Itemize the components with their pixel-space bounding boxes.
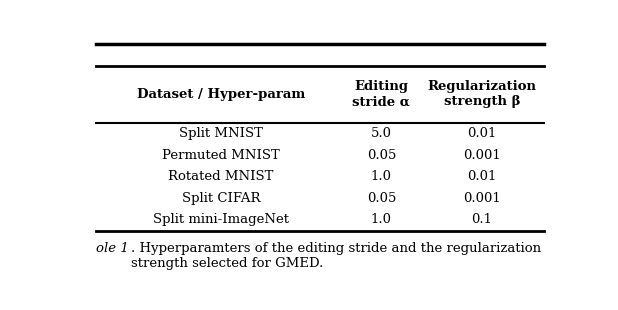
Text: Dataset / Hyper-param: Dataset / Hyper-param	[137, 88, 305, 101]
Text: 0.1: 0.1	[472, 213, 493, 226]
Text: ole 1: ole 1	[96, 242, 129, 255]
Text: 0.05: 0.05	[366, 192, 396, 205]
Text: 0.05: 0.05	[366, 149, 396, 162]
Text: 0.01: 0.01	[467, 170, 497, 183]
Text: Editing
stride α: Editing stride α	[352, 81, 410, 108]
Text: Rotated MNIST: Rotated MNIST	[168, 170, 274, 183]
Text: Regularization
strength β: Regularization strength β	[428, 81, 536, 108]
Text: 0.001: 0.001	[463, 149, 501, 162]
Text: 0.01: 0.01	[467, 127, 497, 140]
Text: Split MNIST: Split MNIST	[179, 127, 263, 140]
Text: Split CIFAR: Split CIFAR	[182, 192, 260, 205]
Text: 1.0: 1.0	[371, 170, 392, 183]
Text: Permuted MNIST: Permuted MNIST	[162, 149, 280, 162]
Text: . Hyperparamters of the editing stride and the regularization
strength selected : . Hyperparamters of the editing stride a…	[132, 242, 541, 271]
Text: Split mini-ImageNet: Split mini-ImageNet	[153, 213, 289, 226]
Text: 0.001: 0.001	[463, 192, 501, 205]
Text: 1.0: 1.0	[371, 213, 392, 226]
Text: 5.0: 5.0	[371, 127, 392, 140]
